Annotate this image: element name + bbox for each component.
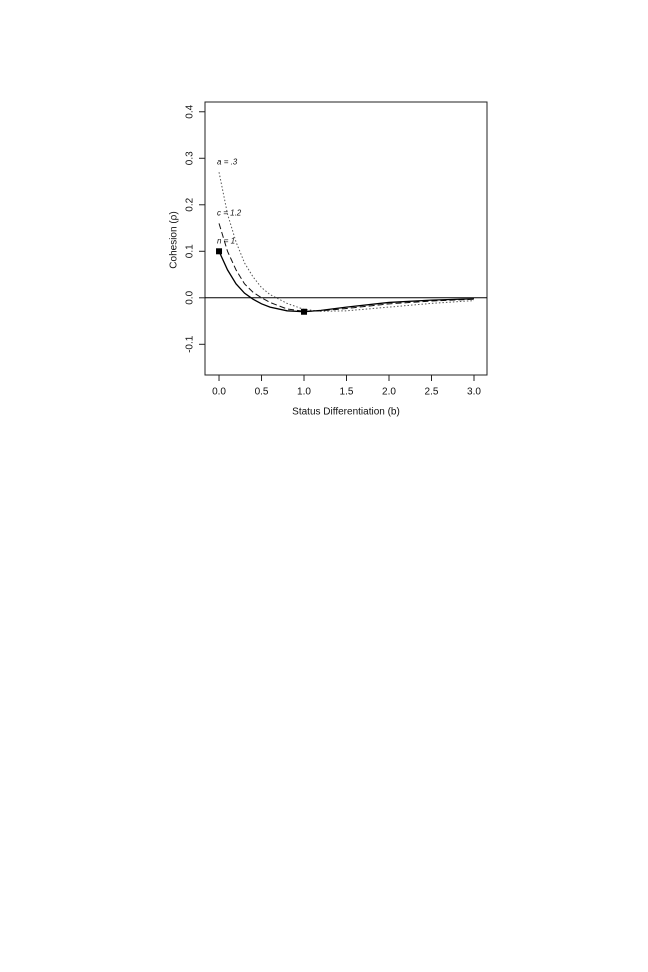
x-tick-label: 1.5 <box>340 387 354 398</box>
series-line <box>218 251 475 313</box>
x-tick-label: 1.0 <box>297 387 311 398</box>
y-tick-label: 0.3 <box>185 151 196 165</box>
x-tick-label: 0.0 <box>212 387 226 398</box>
x-tick-label: 2.5 <box>425 387 439 398</box>
x-tick-label: 0.5 <box>255 387 269 398</box>
y-tick-label: 0.2 <box>185 197 196 211</box>
y-tick-label: 0.4 <box>185 104 196 118</box>
y-tick-label: -0.1 <box>185 335 196 353</box>
marker <box>301 308 308 315</box>
marker <box>216 248 223 255</box>
x-tick-label: 3.0 <box>467 387 481 398</box>
plot-frame <box>204 101 488 376</box>
y-axis-label: Cohesion (ρ) <box>169 211 180 268</box>
series-label: c = 1.2 <box>217 208 242 217</box>
series-label: n = 1 <box>217 236 235 245</box>
y-tick-label: 0.0 <box>185 290 196 304</box>
y-tick-label: 0.1 <box>185 244 196 258</box>
series-line <box>218 223 475 312</box>
x-tick-label: 2.0 <box>382 387 396 398</box>
series-line <box>218 172 475 312</box>
x-axis-label: Status Differentiation (b) <box>292 407 400 418</box>
series-label: a = .3 <box>217 157 238 166</box>
